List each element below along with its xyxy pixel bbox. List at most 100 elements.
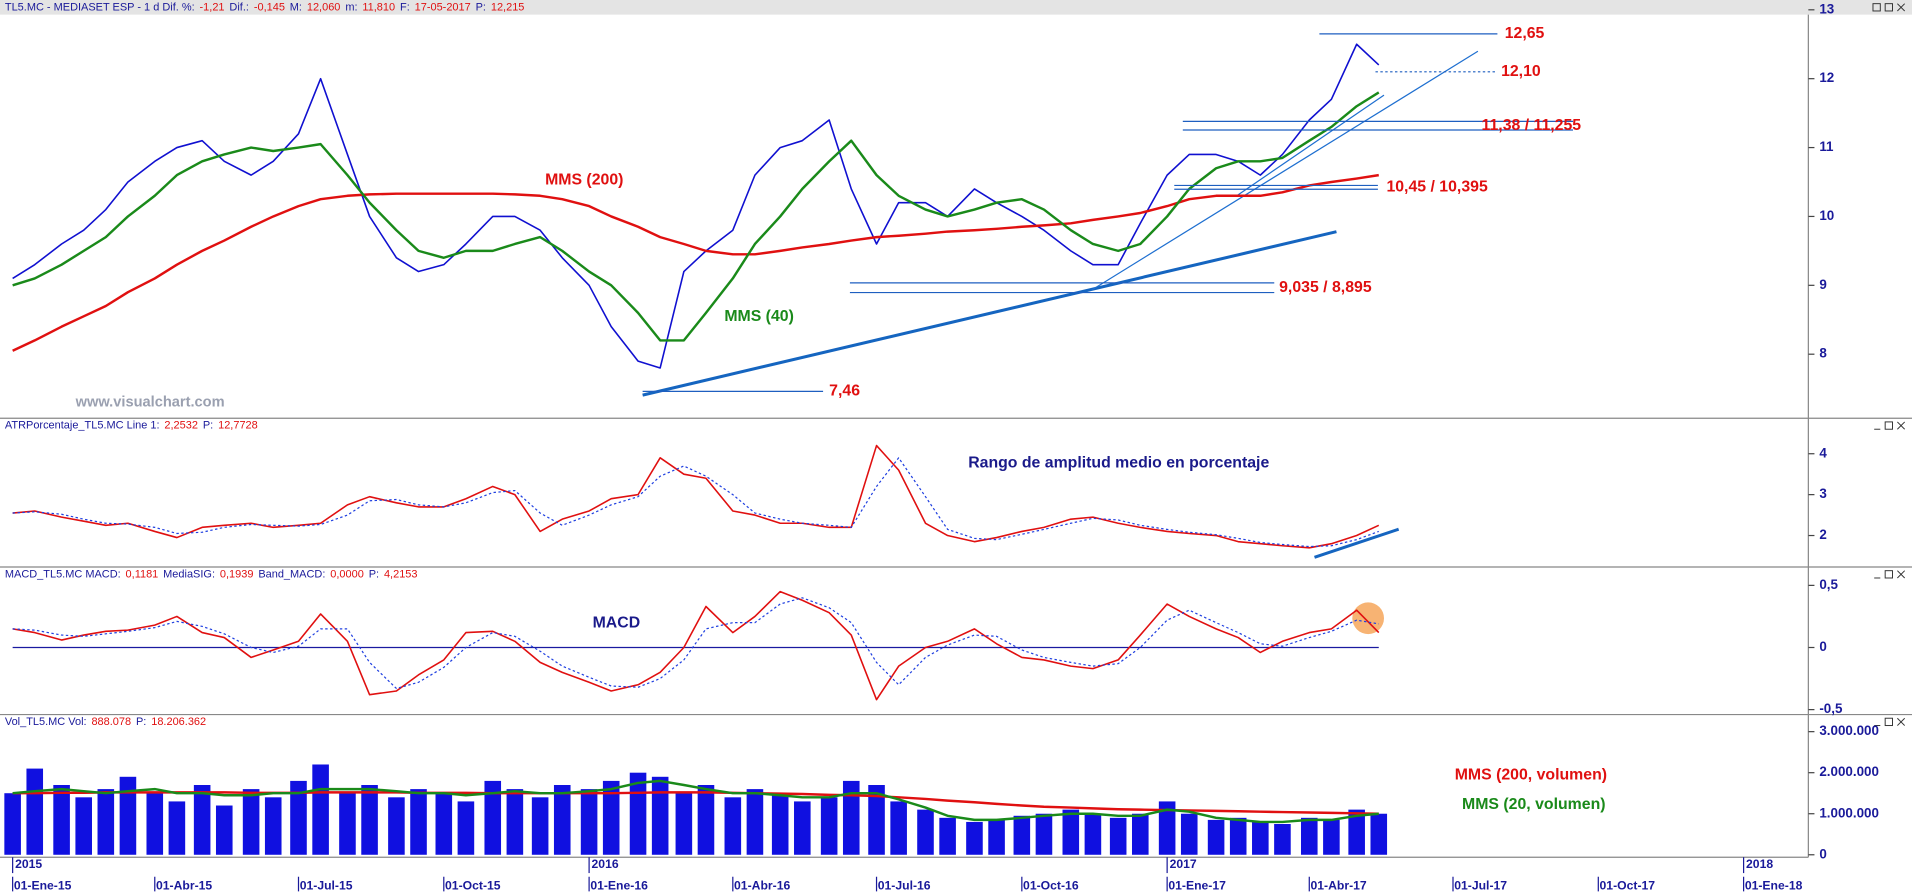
series-line [12,597,1379,690]
y-tick-label: -0,5 [1819,701,1843,716]
series-line [12,91,1380,342]
panel-header: ATRPorcentaje_TL5.MC Line 1: 2,2532 P: 12,7… [5,419,258,431]
y-tick-label: 0,5 [1819,577,1838,592]
header-part: 18.206.362 [151,716,206,728]
volume-bar [1274,823,1291,855]
volume-bar [1035,813,1053,855]
series-line [12,590,1380,701]
volume-bar [1370,813,1388,855]
volume-bar [484,780,502,855]
y-tick-label: 9 [1819,277,1826,292]
volume-bar [53,785,70,855]
trend-line [1091,50,1479,291]
trend-line [1237,94,1385,196]
header-part: 12,215 [491,1,525,13]
volume-bar [724,797,742,855]
series-label: MMS (40) [724,308,794,325]
volume-bar [675,793,693,855]
volume-bar [1252,821,1269,855]
series-line [12,779,1379,824]
header-part: 888.078 [91,716,131,728]
header-part: MACD_TL5.MC MACD: [5,568,121,580]
y-tick-label: 2.000.000 [1819,764,1879,779]
volume-bar [1062,809,1080,855]
level-label: 12,65 [1505,25,1545,42]
x-tick-label: 01-Abr-17 [1310,879,1366,892]
series-label: MMS (200, volumen) [1455,767,1607,784]
header-part: Vol_TL5.MC Vol: [5,716,87,728]
y-tick-label: 2 [1819,527,1826,542]
header-part: P: [136,716,146,728]
volume-bar [457,801,475,855]
highlight-circle [1352,602,1385,635]
volume-bar [771,793,789,855]
plot-area [12,43,1380,369]
x-tick-label: 01-Ene-18 [1745,879,1803,892]
y-tick-label: 11 [1819,139,1834,154]
x-tick-label: 01-Jul-17 [1454,879,1507,892]
header-part: 0,1181 [126,568,159,580]
x-tick-label: 01-Jul-16 [878,879,931,892]
volume-bar [939,817,956,855]
volume-bar [890,801,907,855]
header-part: P: [203,419,213,431]
volume-bar [1158,801,1176,855]
year-label: 2015 [15,857,42,871]
volume-bar [75,797,92,855]
header-part: -0,145 [254,1,285,13]
x-tick-label: 01-Abr-16 [734,879,790,892]
volume-bar [842,780,860,855]
trend-line [642,230,1337,397]
series-line [12,173,1379,352]
x-tick-label: 01-Oct-15 [445,879,501,892]
header-bar [0,0,1912,15]
volume-bar [868,785,885,855]
volume-bar [1229,817,1247,855]
volume-bar [410,789,427,855]
header-part: 12,060 [307,1,341,13]
series-line [12,791,1379,815]
x-tick-label: 01-Oct-16 [1023,879,1079,892]
y-tick-label: 0 [1819,846,1826,861]
trend-line [1314,527,1400,559]
y-tick-label: 8 [1819,346,1827,361]
volume-bar [1013,815,1031,855]
panel-header: TL5.MC - MEDIASET ESP - 1 d Dif. %: -1,21… [5,1,525,13]
volume-bar [1323,819,1340,855]
series-line [12,444,1380,549]
x-tick-label: 01-Oct-17 [1600,879,1656,892]
volume-bar [794,801,811,855]
plot-area [4,764,1388,855]
header-part: ATRPorcentaje_TL5.MC Line 1: [5,419,160,431]
volume-bar [388,797,405,855]
volume-bar [339,793,356,855]
header-part: Dif.: [229,1,249,13]
volume-bar [651,776,669,855]
header-part: 17-05-2017 [415,1,471,13]
level-label: 11,38 / 11,255 [1482,117,1582,134]
x-tick-label: 01-Abr-15 [156,879,212,892]
header-part: 2,2532 [164,419,198,431]
volume-bar [193,785,211,855]
x-tick-label: 01-Ene-15 [14,879,72,892]
volume-bar [1131,813,1149,855]
volume-bar [820,797,838,855]
plot-area [12,444,1380,549]
header-part: TL5.MC - MEDIASET ESP - 1 d Dif. %: [5,1,195,13]
volume-bar [506,789,524,855]
volume-bar [602,780,620,855]
volume-bar [746,789,764,855]
volume-bar [146,793,164,855]
volume-bar [4,793,21,855]
volume-bar [290,780,307,855]
header-part: 0,0000 [330,568,364,580]
level-label: 9,035 / 8,895 [1279,279,1372,296]
y-tick-label: 0 [1819,639,1826,654]
volume-bar [988,819,1005,855]
volume-bar [697,785,715,855]
year-label: 2017 [1170,857,1197,871]
